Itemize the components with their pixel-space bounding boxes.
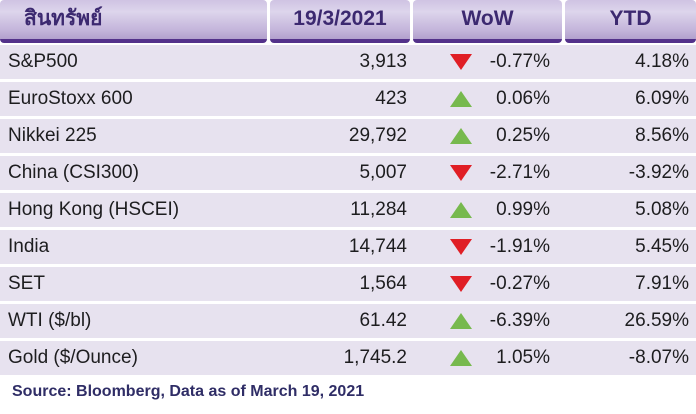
asset-name: Gold ($/Ounce) [8, 347, 138, 368]
wow-up-arrow-icon [450, 202, 472, 218]
wow-percent: 0.06% [496, 88, 550, 109]
asset-value: 11,284 [350, 199, 407, 220]
asset-name: Hong Kong (HSCEI) [8, 199, 180, 220]
wow-cell: 0.25% [413, 125, 562, 147]
wow-percent: -0.27% [489, 273, 550, 294]
wow-up-arrow-icon [450, 128, 472, 144]
asset-name: WTI ($/bl) [8, 310, 92, 331]
ytd-percent: 5.08% [635, 199, 689, 220]
ytd-percent: 4.18% [635, 51, 689, 72]
wow-down-arrow-icon [450, 165, 472, 181]
wow-down-arrow-icon [450, 239, 472, 255]
header-cell-ytd: YTD [565, 0, 696, 43]
table-header-row: สินทรัพย์ 19/3/2021 WoW YTD [0, 0, 696, 43]
table-row: China (CSI300) 5,007 -2.71% -3.92% [0, 156, 696, 190]
ytd-percent: 6.09% [635, 88, 689, 109]
market-table: สินทรัพย์ 19/3/2021 WoW YTD S&P500 3,913… [0, 0, 696, 400]
wow-down-arrow-icon [450, 276, 472, 292]
ytd-percent: 5.45% [635, 236, 689, 257]
asset-name: China (CSI300) [8, 162, 139, 183]
wow-percent: -1.91% [489, 236, 550, 257]
wow-cell: -0.77% [413, 51, 562, 73]
asset-name: S&P500 [8, 51, 78, 72]
table-row: India 14,744 -1.91% 5.45% [0, 230, 696, 264]
wow-percent: -2.71% [489, 162, 550, 183]
asset-value: 61.42 [359, 310, 407, 331]
header-cell-wow: WoW [413, 0, 562, 43]
wow-percent: -0.77% [489, 51, 550, 72]
wow-cell: -1.91% [413, 236, 562, 258]
ytd-percent: -3.92% [628, 162, 689, 183]
wow-up-arrow-icon [450, 91, 472, 107]
asset-value: 3,913 [359, 51, 407, 72]
asset-name: EuroStoxx 600 [8, 88, 133, 109]
wow-cell: 0.06% [413, 88, 562, 110]
wow-cell: 1.05% [413, 347, 562, 369]
wow-up-arrow-icon [450, 313, 472, 329]
asset-name: India [8, 236, 50, 257]
wow-cell: -2.71% [413, 162, 562, 184]
asset-value: 1,564 [359, 273, 407, 294]
wow-percent: 0.25% [496, 125, 550, 146]
source-note: Source: Bloomberg, Data as of March 19, … [12, 383, 365, 400]
wow-cell: -0.27% [413, 273, 562, 295]
asset-value: 29,792 [348, 125, 407, 146]
ytd-percent: 7.91% [635, 273, 689, 294]
asset-value: 14,744 [348, 236, 407, 257]
table-row: Hong Kong (HSCEI) 11,284 0.99% 5.08% [0, 193, 696, 227]
asset-value: 423 [375, 88, 407, 109]
asset-name: Nikkei 225 [8, 125, 97, 146]
ytd-percent: 26.59% [624, 310, 689, 331]
table-row: SET 1,564 -0.27% 7.91% [0, 267, 696, 301]
asset-name: SET [8, 273, 45, 294]
asset-value: 5,007 [359, 162, 407, 183]
wow-percent: -6.39% [489, 310, 550, 331]
table-body: S&P500 3,913 -0.77% 4.18% EuroStoxx 600 … [0, 45, 696, 375]
asset-value: 1,745.2 [343, 347, 407, 368]
wow-percent: 1.05% [496, 347, 550, 368]
table-row: EuroStoxx 600 423 0.06% 6.09% [0, 82, 696, 116]
ytd-percent: -8.07% [628, 347, 689, 368]
table-row: WTI ($/bl) 61.42 -6.39% 26.59% [0, 304, 696, 338]
header-cell-asset: สินทรัพย์ [0, 0, 267, 43]
wow-cell: 0.99% [413, 199, 562, 221]
wow-percent: 0.99% [496, 199, 550, 220]
table-row: Gold ($/Ounce) 1,745.2 1.05% -8.07% [0, 341, 696, 375]
header-cell-date: 19/3/2021 [270, 0, 410, 43]
ytd-percent: 8.56% [635, 125, 689, 146]
table-row: S&P500 3,913 -0.77% 4.18% [0, 45, 696, 79]
table-row: Nikkei 225 29,792 0.25% 8.56% [0, 119, 696, 153]
wow-up-arrow-icon [450, 350, 472, 366]
wow-down-arrow-icon [450, 54, 472, 70]
wow-cell: -6.39% [413, 310, 562, 332]
